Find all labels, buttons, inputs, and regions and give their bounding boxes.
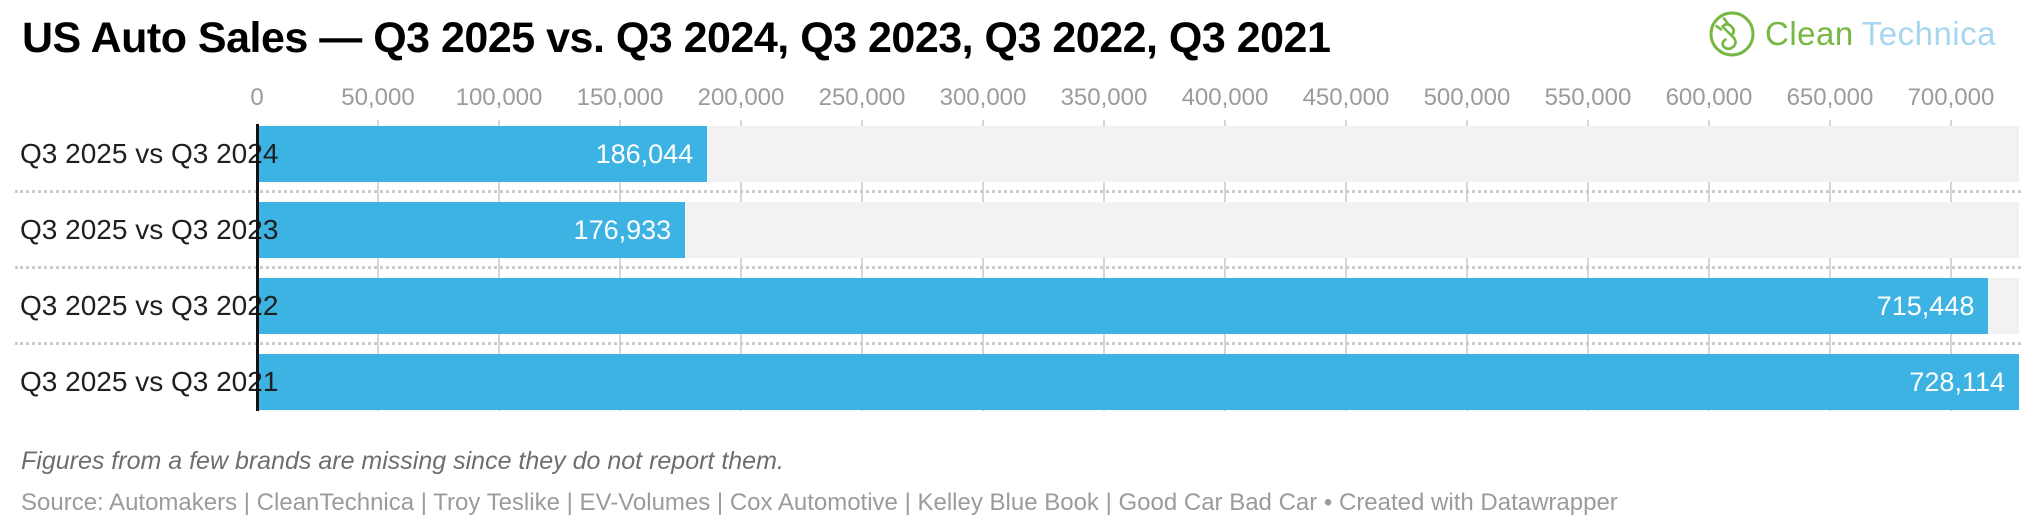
x-tick-label: 250,000: [818, 84, 906, 111]
bar: 186,044: [257, 126, 708, 182]
x-gridline: [981, 120, 984, 411]
chart-footnote: Figures from a few brands are missing si…: [21, 447, 784, 475]
x-tick-label: 50,000: [341, 84, 415, 111]
x-gridline: [376, 120, 379, 411]
x-tick-label: 600,000: [1665, 84, 1753, 111]
x-gridline: [1465, 120, 1468, 411]
x-tick-label: 200,000: [697, 84, 785, 111]
category-label: Q3 2025 vs Q3 2021: [20, 366, 279, 397]
x-tick-label: 400,000: [1181, 84, 1269, 111]
bar: 176,933: [257, 202, 686, 258]
bar-value-label: 186,044: [595, 138, 694, 169]
cleantechnica-logo-icon: [1707, 9, 1757, 59]
bar-value-label: 176,933: [573, 214, 672, 245]
row-separator-dotted: [15, 342, 2021, 345]
x-gridline: [1102, 120, 1105, 411]
x-tick-label: 650,000: [1786, 84, 1874, 111]
x-gridline: [860, 120, 863, 411]
logo-text-technica: Technica: [1861, 15, 1996, 52]
row-separator-dotted: [15, 266, 2021, 269]
x-tick-label: 100,000: [455, 84, 543, 111]
bar-value-label: 715,448: [1876, 290, 1975, 321]
x-gridline: [1586, 120, 1589, 411]
chart-source: Source: Automakers | CleanTechnica | Tro…: [21, 489, 1618, 516]
x-tick-label: 500,000: [1423, 84, 1511, 111]
x-tick-label: 700,000: [1907, 84, 1995, 111]
x-gridline: [1949, 120, 1952, 411]
x-tick-label: 0: [250, 84, 264, 111]
bar-value-label: 728,114: [1909, 366, 2005, 397]
x-gridline: [1828, 120, 1831, 411]
x-tick-label: 300,000: [939, 84, 1027, 111]
x-tick-label: 550,000: [1544, 84, 1632, 111]
y-axis-line: [255, 124, 259, 411]
chart-title: US Auto Sales — Q3 2025 vs. Q3 2024, Q3 …: [22, 14, 1331, 62]
x-tick-label: 150,000: [576, 84, 664, 111]
bar-chart: 0 50,000 100,000 150,000 200,000 250,000 300,0…: [15, 84, 2021, 411]
cleantechnica-logo[interactable]: Clean Technica: [1707, 8, 1996, 60]
x-gridline: [618, 120, 621, 411]
x-gridline: [1344, 120, 1347, 411]
x-tick-label: 350,000: [1060, 84, 1148, 111]
category-label: Q3 2025 vs Q3 2022: [20, 290, 279, 321]
x-gridline: [739, 120, 742, 411]
category-label: Q3 2025 vs Q3 2023: [20, 214, 279, 245]
x-gridline: [497, 120, 500, 411]
row-separator-dotted: [15, 190, 2021, 193]
category-label: Q3 2025 vs Q3 2024: [20, 138, 279, 169]
x-tick-label: 450,000: [1302, 84, 1390, 111]
x-gridline: [1707, 120, 1710, 411]
logo-text-clean: Clean: [1765, 15, 1854, 52]
bar: 728,114: [257, 354, 2019, 410]
bar: 715,448: [257, 278, 1989, 334]
x-gridline: [1223, 120, 1226, 411]
